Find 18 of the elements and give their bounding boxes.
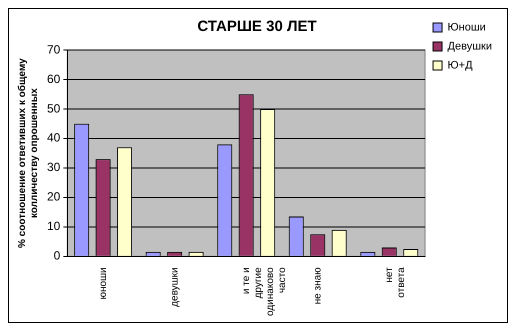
y-tick-label: 0 <box>54 248 61 263</box>
x-tick-label: не знаю <box>312 266 324 304</box>
x-tick-label: юноши <box>98 267 109 300</box>
x-tick-label: девушки <box>169 267 180 307</box>
y-tick-label: 60 <box>46 72 61 86</box>
y-tick-label: 10 <box>46 219 61 234</box>
y-tick-label: 30 <box>46 160 61 174</box>
y-tick-label: 40 <box>46 130 61 145</box>
y-axis-title: % соотношение ответивших к общему колличеству опрошенных <box>16 58 40 248</box>
legend-label: Юноши <box>448 22 486 34</box>
chart-title: СТАРШЕ 30 ЛЕТ <box>197 18 317 36</box>
y-tick-label: 20 <box>46 190 61 204</box>
y-tick-label: 50 <box>46 101 61 116</box>
legend-label: Девушки <box>448 40 492 53</box>
x-tick-label: нет ответа <box>384 266 408 298</box>
legend-label: Ю+Д <box>448 60 474 72</box>
x-tick-label: и те и другие одинаково часто <box>240 266 288 316</box>
y-tick-label: 70 <box>46 42 61 56</box>
